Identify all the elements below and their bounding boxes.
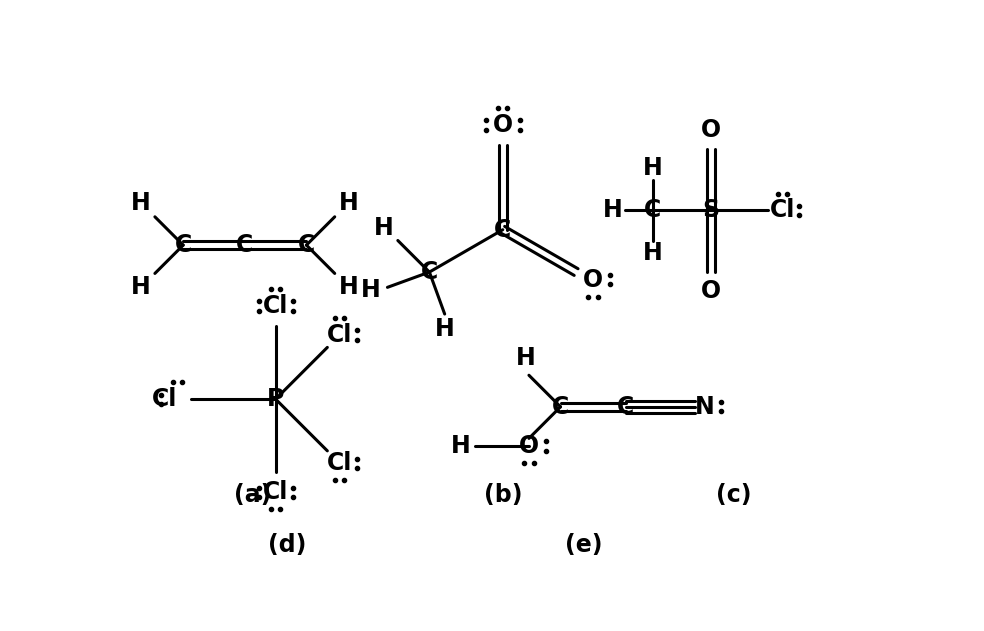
Text: O: O [493, 113, 513, 137]
Text: O: O [701, 119, 720, 143]
Text: O: O [583, 268, 603, 292]
Text: Cl: Cl [327, 323, 352, 347]
Text: H: H [452, 434, 471, 458]
Text: C: C [494, 218, 512, 242]
Text: C: C [617, 395, 635, 419]
Text: C: C [421, 260, 438, 284]
Text: Cl: Cl [327, 451, 352, 475]
Text: N: N [695, 395, 714, 419]
Text: (c): (c) [716, 483, 752, 507]
Text: Cl: Cl [153, 387, 178, 411]
Text: H: H [643, 156, 663, 180]
Text: C: C [298, 233, 315, 257]
Text: H: H [338, 275, 358, 299]
Text: (a): (a) [234, 483, 272, 507]
Text: Cl: Cl [263, 294, 288, 318]
Text: H: H [338, 191, 358, 215]
Text: C: C [552, 395, 569, 419]
Text: H: H [516, 346, 535, 370]
Text: C: C [174, 233, 192, 257]
Text: (d): (d) [268, 533, 306, 557]
Text: (b): (b) [483, 483, 522, 507]
Text: Cl: Cl [263, 480, 288, 504]
Text: H: H [603, 199, 623, 223]
Text: H: H [374, 216, 394, 240]
Text: H: H [131, 191, 151, 215]
Text: P: P [267, 387, 284, 411]
Text: O: O [701, 278, 720, 302]
Text: H: H [435, 317, 455, 341]
Text: C: C [236, 233, 254, 257]
Text: (e): (e) [565, 533, 602, 557]
Text: H: H [643, 241, 663, 265]
Text: H: H [131, 275, 151, 299]
Text: O: O [519, 434, 539, 458]
Text: S: S [703, 199, 719, 223]
Text: Cl: Cl [769, 199, 795, 223]
Text: H: H [360, 278, 381, 302]
Text: C: C [645, 199, 661, 223]
